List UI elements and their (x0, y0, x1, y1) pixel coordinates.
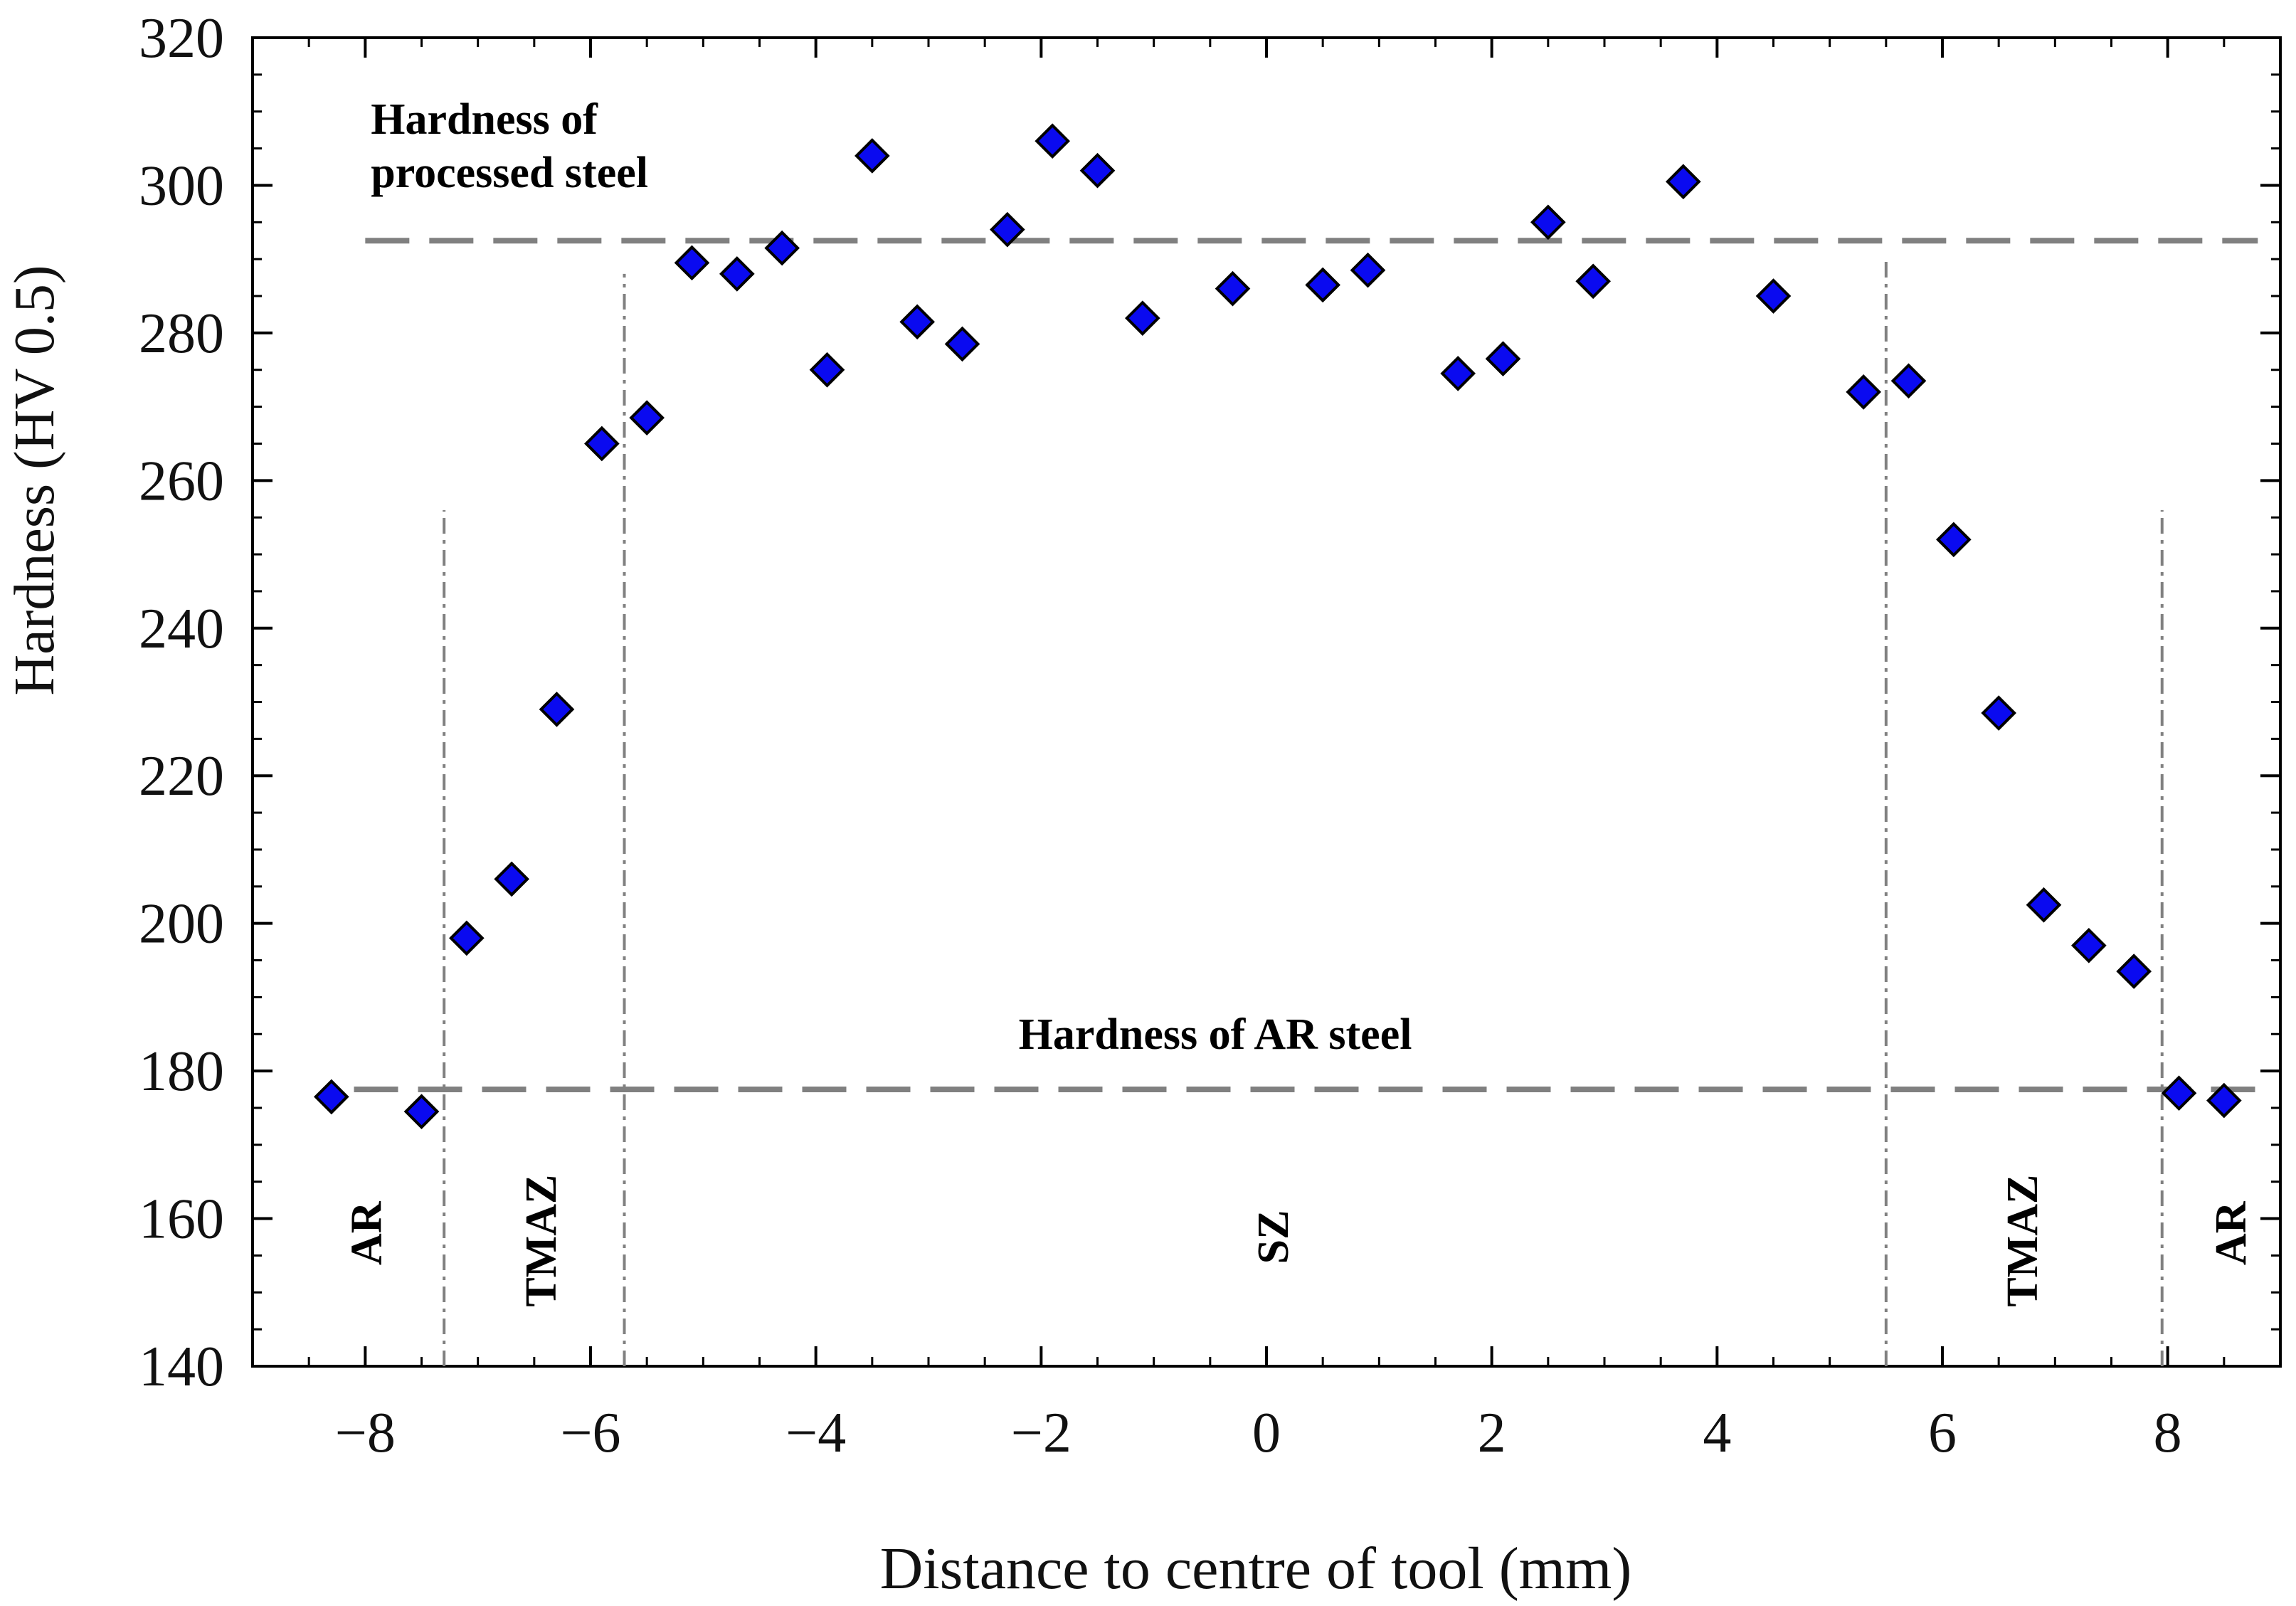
zone-ar-left: AR (342, 1200, 391, 1265)
data-point (1666, 164, 1701, 200)
data-point (2161, 1075, 2197, 1111)
data-point (629, 400, 665, 435)
data-point (674, 245, 710, 281)
data-point (1981, 695, 2016, 731)
data-point (314, 1079, 349, 1115)
data-point (1936, 522, 1972, 558)
data-point (1215, 270, 1251, 307)
data-point (855, 138, 890, 174)
processed-steel-label: Hardness of (371, 95, 598, 144)
y-tick-label: 240 (139, 598, 224, 660)
y-tick-label: 160 (139, 1188, 224, 1251)
ar-steel-label: Hardness of AR steel (1019, 1010, 1412, 1059)
data-point (403, 1094, 440, 1129)
zone-sz: SZ (1249, 1210, 1298, 1264)
x-tick-label: −8 (335, 1402, 396, 1464)
y-tick-label: 140 (139, 1336, 224, 1398)
data-point (2206, 1082, 2242, 1119)
plot-area: 140 160 180 200 220 240 260 280 300 320 −8 −6 −4 −2 0 2… (139, 7, 2282, 1464)
data-point (899, 304, 935, 340)
x-axis-title: Distance to centre of tool (mm) (880, 1536, 1632, 1602)
data-point (539, 692, 575, 727)
data-point (1440, 356, 1476, 391)
x-tick-label: 2 (1478, 1402, 1506, 1464)
y-tick-label: 280 (139, 302, 224, 365)
data-point (1035, 123, 1070, 159)
y-tick-label: 300 (139, 154, 224, 217)
data-point (944, 326, 980, 362)
data-point (1485, 341, 1521, 377)
data-point (809, 352, 845, 388)
y-tick-label: 320 (139, 7, 224, 70)
data-point (1305, 267, 1340, 303)
x-tick-label: 4 (1703, 1402, 1731, 1464)
x-tick-label: 0 (1252, 1402, 1281, 1464)
y-tick-label: 220 (139, 745, 224, 808)
y-axis-title: Hardness (HV 0.5) (4, 265, 66, 695)
data-point (2071, 927, 2107, 963)
data-point (449, 920, 485, 956)
data-point (764, 230, 800, 266)
zone-tmaz-right: TMAZ (1999, 1175, 2047, 1307)
zone-ar-right: AR (2207, 1200, 2255, 1265)
data-point (1755, 278, 1792, 314)
zone-tmaz-left: TMAZ (517, 1175, 566, 1307)
data-point (1125, 300, 1160, 336)
x-tick-label: −4 (785, 1402, 846, 1464)
data-point (1350, 252, 1386, 288)
data-point (2026, 887, 2062, 923)
data-point (1530, 204, 1566, 241)
data-point (2116, 953, 2152, 989)
data-point (1846, 374, 1881, 410)
data-point (584, 426, 620, 462)
data-point (494, 861, 529, 897)
y-tick-label: 200 (139, 893, 224, 956)
x-tick-label: 8 (2154, 1402, 2182, 1464)
processed-steel-label: processed steel (371, 149, 648, 197)
data-point (1575, 263, 1611, 300)
x-tick-label: 6 (1928, 1402, 1957, 1464)
data-point (1890, 363, 1927, 399)
y-tick-label: 180 (139, 1040, 224, 1103)
data-point (990, 211, 1025, 248)
data-point (719, 256, 755, 292)
y-tick-label: 260 (139, 450, 224, 512)
data-point (1079, 152, 1116, 189)
x-tick-label: −6 (560, 1402, 620, 1464)
x-tick-label: −2 (1011, 1402, 1072, 1464)
